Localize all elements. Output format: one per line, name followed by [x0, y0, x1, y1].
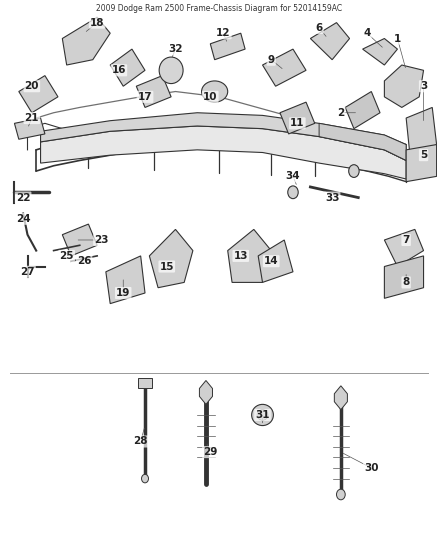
Polygon shape: [311, 22, 350, 60]
Text: 23: 23: [94, 235, 109, 245]
Ellipse shape: [257, 410, 268, 420]
Text: 21: 21: [25, 113, 39, 123]
Text: 13: 13: [233, 251, 248, 261]
Text: 1: 1: [394, 34, 401, 44]
Text: 15: 15: [159, 262, 174, 271]
Text: 31: 31: [255, 410, 270, 420]
Polygon shape: [228, 229, 271, 282]
Polygon shape: [258, 240, 293, 282]
Polygon shape: [385, 229, 424, 266]
Text: 20: 20: [25, 81, 39, 91]
Text: 2: 2: [337, 108, 345, 118]
Polygon shape: [136, 76, 171, 108]
Polygon shape: [363, 38, 397, 65]
Text: 32: 32: [168, 44, 183, 54]
Polygon shape: [62, 17, 110, 65]
Text: 4: 4: [363, 28, 371, 38]
Polygon shape: [385, 256, 424, 298]
Bar: [138, 378, 152, 389]
Text: 18: 18: [90, 18, 104, 28]
Circle shape: [288, 186, 298, 199]
Text: 17: 17: [138, 92, 152, 102]
Text: 16: 16: [112, 66, 126, 75]
Text: 9: 9: [268, 55, 275, 64]
Polygon shape: [280, 102, 315, 134]
Text: 7: 7: [403, 235, 410, 245]
Ellipse shape: [201, 81, 228, 102]
Polygon shape: [41, 126, 406, 179]
Text: 3: 3: [420, 81, 427, 91]
Text: 22: 22: [16, 192, 30, 203]
Text: 33: 33: [325, 192, 339, 203]
Circle shape: [336, 489, 345, 500]
Text: 14: 14: [264, 256, 279, 266]
Circle shape: [349, 165, 359, 177]
Text: 12: 12: [216, 28, 230, 38]
Polygon shape: [41, 113, 406, 160]
Text: 34: 34: [286, 172, 300, 181]
Text: 25: 25: [60, 251, 74, 261]
Polygon shape: [345, 92, 380, 128]
Text: 30: 30: [364, 463, 378, 473]
Polygon shape: [62, 224, 97, 256]
Polygon shape: [406, 144, 437, 182]
Text: 27: 27: [20, 267, 35, 277]
Polygon shape: [149, 229, 193, 288]
Polygon shape: [262, 49, 306, 86]
Text: 24: 24: [16, 214, 31, 224]
Polygon shape: [14, 118, 45, 139]
Polygon shape: [334, 386, 347, 410]
Text: 19: 19: [116, 288, 131, 298]
Polygon shape: [199, 381, 212, 405]
Text: 26: 26: [77, 256, 92, 266]
Polygon shape: [19, 76, 58, 113]
Text: 2009 Dodge Ram 2500 Frame-Chassis Diagram for 52014159AC: 2009 Dodge Ram 2500 Frame-Chassis Diagra…: [96, 4, 342, 13]
Text: 8: 8: [403, 277, 410, 287]
Polygon shape: [110, 49, 145, 86]
Text: 29: 29: [203, 447, 218, 457]
Ellipse shape: [252, 405, 273, 425]
Polygon shape: [385, 65, 424, 108]
Ellipse shape: [159, 57, 183, 84]
Polygon shape: [106, 256, 145, 304]
Text: 10: 10: [203, 92, 218, 102]
Polygon shape: [319, 123, 406, 160]
Polygon shape: [406, 108, 437, 160]
Polygon shape: [210, 33, 245, 60]
Circle shape: [141, 474, 148, 483]
Text: 28: 28: [134, 437, 148, 447]
Text: 5: 5: [420, 150, 427, 160]
Text: 6: 6: [315, 23, 323, 33]
Text: 11: 11: [290, 118, 304, 128]
